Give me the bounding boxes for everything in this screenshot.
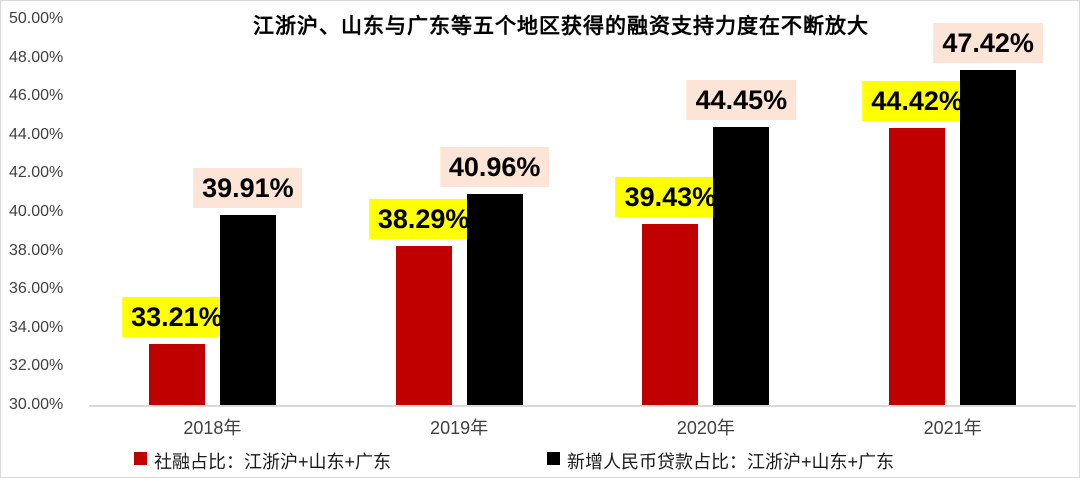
- y-tick-label: 34.00%: [9, 318, 64, 336]
- chart-title: 江浙沪、山东与广东等五个地区获得的融资支持力度在不断放大: [253, 15, 869, 38]
- data-label: 40.96%: [439, 147, 550, 187]
- x-tick-label: 2018年: [183, 418, 242, 438]
- legend-item-loans: 新增人民币贷款占比：江浙沪+山东+广东: [547, 448, 894, 474]
- y-tick-label: 42.00%: [9, 164, 64, 182]
- data-label: 39.43%: [615, 177, 726, 217]
- data-label: 33.21%: [122, 297, 232, 337]
- y-tick-label: 46.00%: [9, 87, 64, 105]
- bar-black-2020年: [713, 127, 770, 406]
- y-tick-label: 50.00%: [9, 10, 64, 27]
- y-tick-label: 30.00%: [9, 396, 64, 413]
- legend-marker-red-icon: [134, 452, 147, 465]
- x-tick-label: 2019年: [430, 418, 489, 438]
- legend-label: 新增人民币贷款占比：江浙沪+山东+广东: [567, 452, 895, 472]
- bar-red-2019年: [395, 246, 452, 406]
- x-tick-label: 2021年: [923, 418, 982, 438]
- bar-red-2018年: [148, 344, 205, 406]
- bar-black-2019年: [466, 194, 523, 406]
- bar-black-2021年: [960, 70, 1017, 406]
- x-tick-label: 2020年: [676, 418, 735, 438]
- data-label: 44.45%: [686, 80, 797, 120]
- data-label: 38.29%: [368, 199, 479, 239]
- data-label: 44.42%: [862, 81, 972, 121]
- legend-marker-black-icon: [547, 452, 560, 465]
- y-tick-label: 36.00%: [9, 280, 64, 298]
- data-label: 47.42%: [933, 23, 1043, 63]
- legend-label: 社融占比：江浙沪+山东+广东: [154, 452, 392, 472]
- bar-black-2018年: [219, 215, 276, 406]
- legend: 社融占比：江浙沪+山东+广东 新增人民币贷款占比：江浙沪+山东+广东: [1, 448, 1079, 472]
- y-tick-label: 44.00%: [9, 125, 64, 143]
- y-tick-label: 40.00%: [9, 203, 64, 220]
- data-label: 39.91%: [193, 168, 303, 208]
- bar-red-2021年: [889, 128, 946, 406]
- y-tick-label: 32.00%: [9, 357, 64, 375]
- x-axis-line: [89, 405, 1076, 407]
- legend-item-shejung: 社融占比：江浙沪+山东+广东: [134, 448, 391, 474]
- y-tick-label: 38.00%: [9, 241, 64, 259]
- bar-red-2020年: [642, 224, 699, 406]
- y-tick-label: 48.00%: [9, 48, 64, 66]
